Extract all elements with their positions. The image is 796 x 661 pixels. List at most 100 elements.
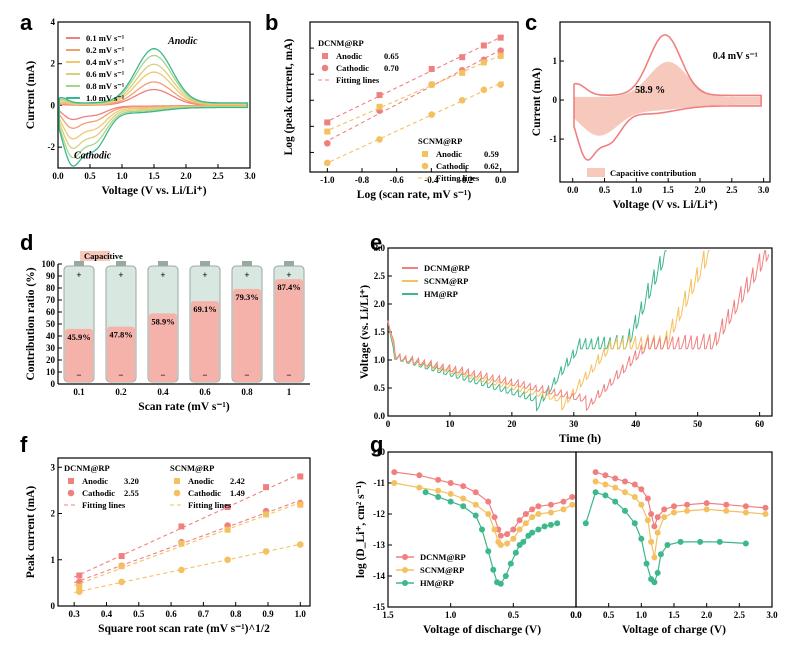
panel-g-charge-xtick-label: 2.5 [734, 610, 746, 620]
panel-d-ytick-label: 100 [42, 259, 56, 269]
panel-g-marker [435, 493, 442, 500]
panel-g-marker [654, 514, 661, 521]
panel-c-ytick-label: 0 [553, 95, 558, 105]
panel-a-xtick-label: 1.5 [148, 171, 160, 181]
panel-b-marker [497, 47, 504, 54]
panel-b-xtick-label: -0.2 [459, 175, 474, 185]
panel-g-marker [435, 487, 442, 494]
panel-label-d: d [20, 230, 33, 255]
panel-a-ytick-label: 2 [51, 59, 56, 69]
panel-g-discharge-xlabel: Voltage of discharge (V) [423, 624, 541, 636]
panel-a-legend-label: 1.0 mV s⁻¹ [86, 93, 125, 103]
panel-g-legend-swatch [402, 567, 408, 573]
panel-e-ylabel: Peak current (mA) [25, 486, 37, 579]
panel-d-value-label: 58.9% [151, 316, 174, 326]
panel-d-value-label: 69.1% [193, 304, 216, 314]
panel-g-marker [677, 538, 684, 545]
panel-d-minus-sign: − [202, 370, 207, 380]
panel-g-marker [651, 579, 658, 586]
panel-g-charge-xtick-label: 2.0 [701, 610, 713, 620]
panel-g-marker [541, 523, 548, 530]
panel-g-marker [472, 501, 479, 508]
panel-g-marker [435, 476, 442, 483]
panel-g-marker [643, 560, 650, 567]
panel-g-marker [612, 484, 619, 491]
panel-g-marker [703, 506, 710, 513]
panel-b-fit-line [323, 81, 505, 165]
panel-c-xtick-label: 1.5 [663, 185, 675, 195]
panel-e-marker [178, 566, 185, 574]
panel-g-marker [657, 551, 664, 558]
panel-label-g: g [370, 432, 383, 457]
panel-e-xtick-label: 0.7 [198, 609, 210, 619]
panel-d-ytick-label: 50 [46, 319, 56, 329]
panel-c-frame [559, 21, 771, 183]
panel-f-legend-label: SCNM@RP [424, 276, 468, 286]
panel-g-marker [644, 517, 651, 524]
panel-g-marker [472, 489, 479, 496]
panel-d-plus-sign: + [76, 270, 81, 280]
panel-e-legend-value: 2.42 [230, 476, 245, 486]
panel-g-marker [762, 511, 769, 517]
panel-d-ytick-label: 0 [51, 379, 56, 389]
panel-g-legend-swatch [402, 554, 408, 560]
panel-a-anodic-label: Anodic [167, 36, 198, 47]
panel-e-legend-title: SCNM@RP [170, 463, 214, 473]
panel-f-legend-label: HM@RP [424, 289, 458, 299]
panel-f-ytick-label: 2.5 [374, 271, 386, 281]
panel-e-legend-value: 2.55 [124, 488, 139, 498]
panel-f-ytick-label: 1.0 [374, 355, 386, 365]
panel-d-xtick-label: 0.4 [157, 387, 169, 397]
panel-d-ytick-label: 60 [46, 307, 56, 317]
panel-g-ytick-label: -15 [373, 602, 385, 612]
panel-label-f: f [20, 432, 28, 457]
panel-e-legend-swatch [173, 489, 181, 497]
panel-g-legend-label: DCNM@RP [420, 552, 466, 562]
panel-g-marker [490, 566, 497, 573]
panel-g-series-line [595, 480, 766, 558]
panel-label-c: c [525, 10, 537, 35]
panel-g-marker [638, 501, 645, 508]
panel-g-marker [512, 549, 519, 556]
panel-b-ylabel: Log (peak current, mA) [283, 38, 295, 155]
panel-g-marker [554, 520, 561, 527]
panel-g-marker [569, 501, 576, 508]
panel-g-marker [697, 538, 704, 545]
panel-g-discharge-xtick-label: 1.0 [445, 610, 457, 620]
panel-a-xlabel: Voltage (V vs. Li/Li⁺) [101, 185, 206, 197]
panel-g-marker [485, 498, 492, 505]
panel-g-marker [472, 512, 479, 519]
panel-g-marker [622, 478, 628, 485]
panel-e-xtick-label: 0.9 [262, 609, 274, 619]
panel-e-legend-label: Anodic [82, 476, 108, 486]
panel-b-marker [480, 59, 487, 66]
panel-g-marker [723, 501, 730, 508]
panel-g-marker [723, 507, 730, 514]
panel-g-marker [638, 535, 645, 542]
panel-c-xtick-label: 2.0 [694, 185, 706, 195]
panel-g-marker [654, 569, 661, 576]
panel-d-legend-label: Capacitive [84, 251, 123, 261]
panel-b-marker [497, 52, 504, 59]
panel-g-marker [703, 500, 710, 507]
panel-g-marker [742, 540, 749, 547]
panel-e-marker [224, 504, 231, 511]
panel-f-xlabel: Time (h) [559, 433, 601, 445]
panel-b-marker [459, 69, 466, 76]
panel-g-ytick-label: -14 [373, 571, 385, 581]
panel-e-legend-label: Fitting lines [82, 500, 126, 510]
panel-d-xlabel: Scan rate (mV s⁻¹) [138, 401, 230, 413]
panel-g-marker [510, 526, 517, 533]
panel-e-marker [263, 511, 270, 518]
panel-g-discharge-xtick-label: 0.5 [508, 610, 520, 620]
panel-g-marker [547, 501, 554, 508]
panel-g-marker [504, 531, 511, 538]
panel-a-ytick-label: -2 [48, 142, 56, 152]
panel-b-marker [376, 103, 383, 110]
panel-g-marker [504, 540, 511, 547]
panel-b-marker [376, 92, 383, 99]
panel-g-charge-xtick-label: 0.0 [570, 610, 582, 620]
panel-e-legend-value: 3.20 [124, 476, 139, 486]
panel-b-fit-line [323, 35, 505, 124]
panel-g-marker [460, 495, 467, 502]
